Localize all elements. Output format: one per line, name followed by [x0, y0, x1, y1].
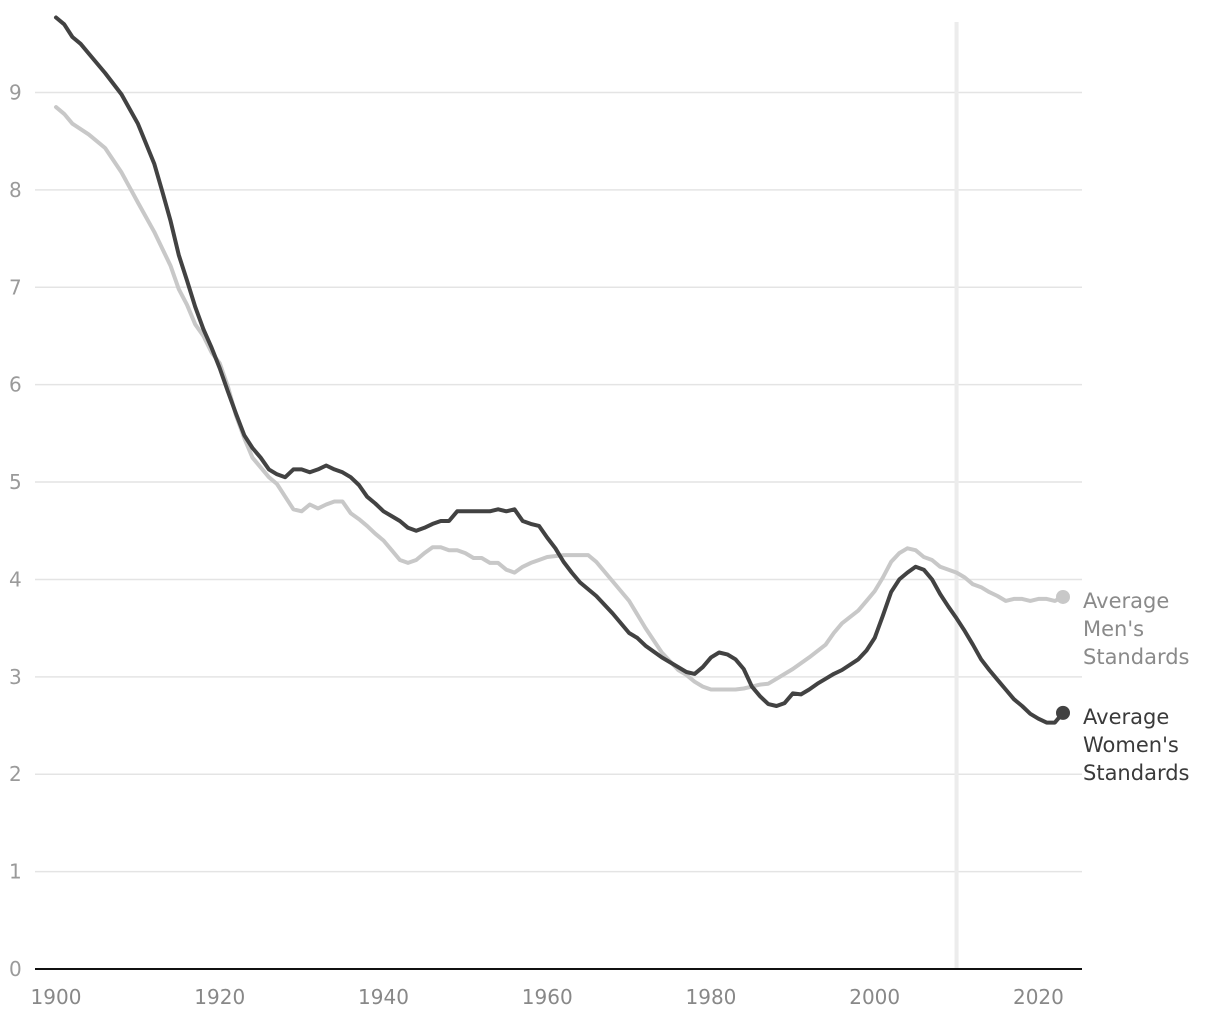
x-tick-label: 1960	[522, 985, 573, 1009]
y-axis-ticks: 0 1 2 3 4 5 6 7 8 9	[9, 81, 22, 982]
x-tick-label: 1920	[194, 985, 245, 1009]
y-tick-label: 2	[9, 762, 22, 786]
y-tick-label: 5	[9, 470, 22, 494]
y-tick-label: 6	[9, 373, 22, 397]
y-tick-label: 4	[9, 567, 22, 591]
y-tick-label: 1	[9, 860, 22, 884]
x-tick-label: 1940	[358, 985, 409, 1009]
series-lines	[54, 15, 1070, 725]
series-line-women	[54, 15, 1065, 725]
x-tick-label: 1900	[31, 985, 82, 1009]
series-label-men: Men's	[1083, 617, 1144, 641]
series-label-women: Average	[1083, 705, 1169, 729]
series-labels: Average Men's Standards Average Women's Stand…	[1083, 589, 1189, 785]
y-tick-label: 9	[9, 81, 22, 105]
x-axis-ticks: 1900 1920 1940 1960 1980 2000 2020	[31, 985, 1064, 1009]
y-gridlines	[35, 91, 1082, 873]
x-tick-label: 2020	[1013, 985, 1064, 1009]
y-tick-label: 3	[9, 665, 22, 689]
y-tick-label: 8	[9, 178, 22, 202]
series-line-men	[54, 105, 1065, 692]
series-label-women: Women's	[1083, 733, 1179, 757]
series-end-marker-men	[1056, 589, 1070, 604]
x-tick-label: 1980	[686, 985, 737, 1009]
y-tick-label: 7	[9, 275, 22, 299]
series-label-men: Standards	[1083, 645, 1189, 669]
y-tick-label: 0	[9, 957, 22, 981]
series-label-women: Standards	[1083, 761, 1189, 785]
x-tick-label: 2000	[849, 985, 900, 1009]
series-end-marker-women	[1056, 705, 1070, 720]
series-label-men: Average	[1083, 589, 1169, 613]
